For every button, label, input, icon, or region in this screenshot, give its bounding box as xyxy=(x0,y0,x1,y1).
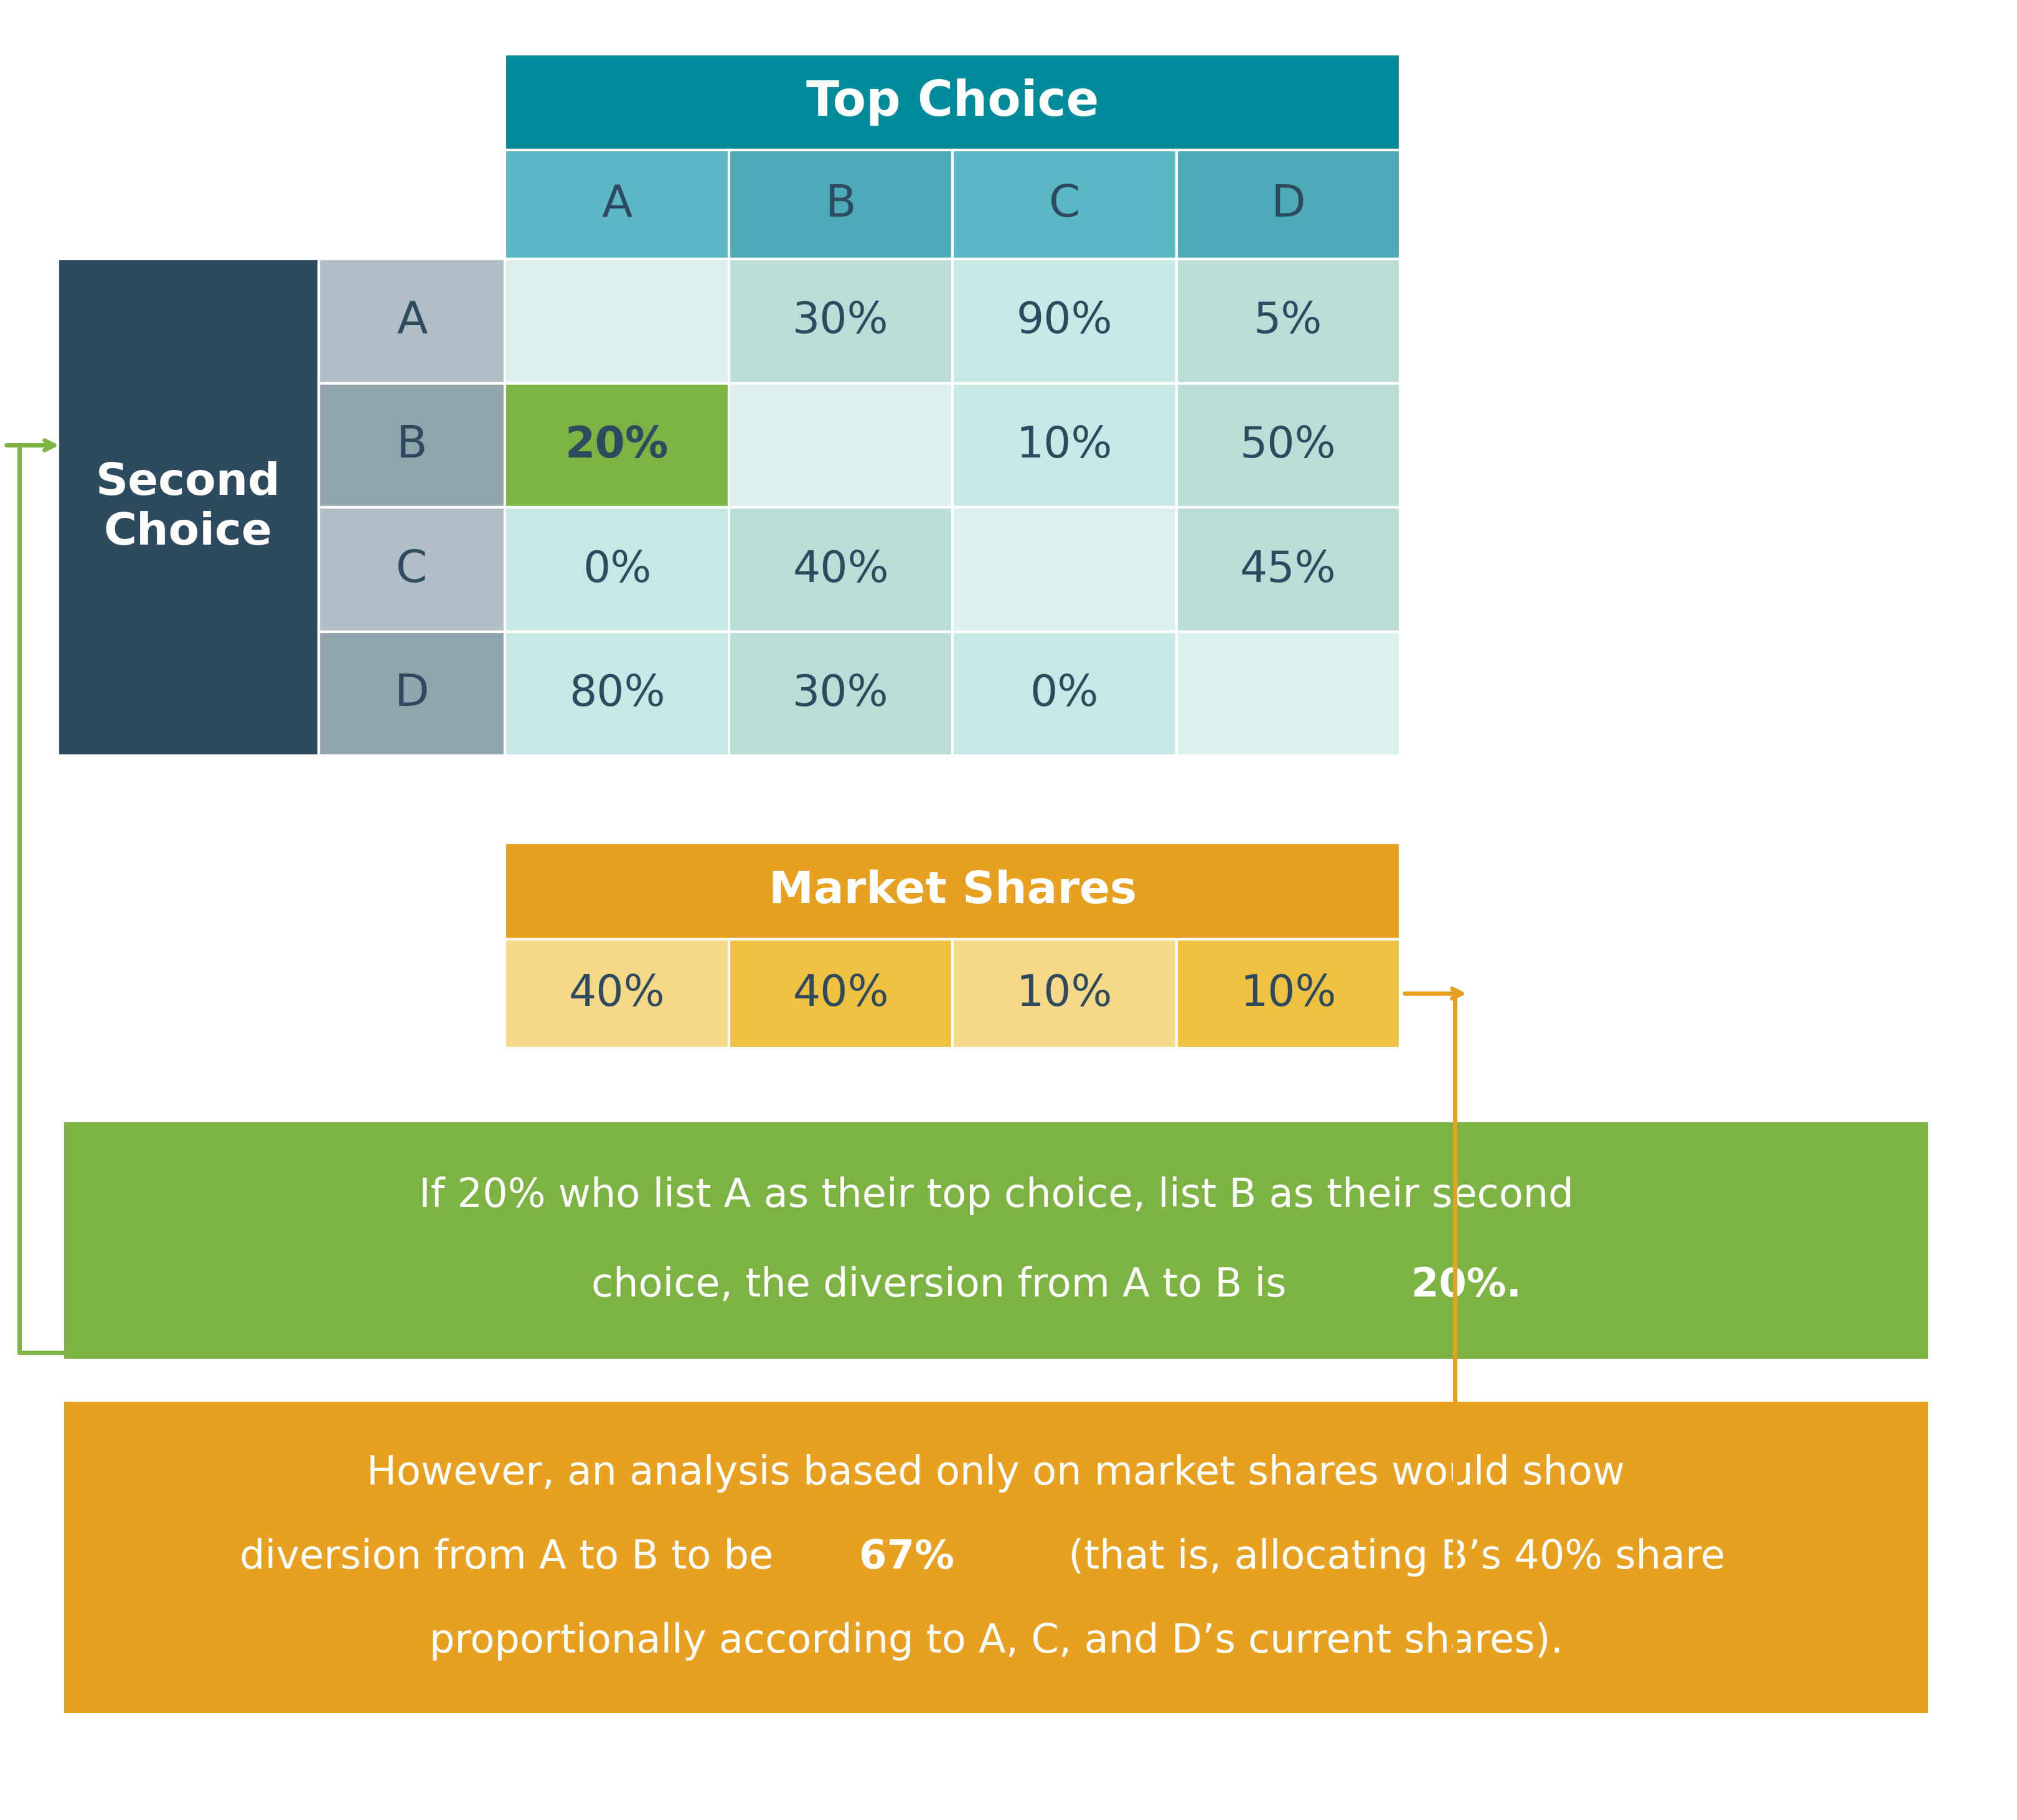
Bar xyxy=(504,258,728,384)
Bar xyxy=(952,151,1176,258)
Text: 50%: 50% xyxy=(1240,424,1337,466)
Text: A: A xyxy=(397,300,428,342)
Text: 40%: 40% xyxy=(793,548,889,590)
Text: B: B xyxy=(825,184,855,226)
Text: Second
Choice: Second Choice xyxy=(95,460,280,553)
Bar xyxy=(319,508,504,632)
Text: 90%: 90% xyxy=(1017,300,1113,342)
Text: 5%: 5% xyxy=(1255,300,1323,342)
Bar xyxy=(504,632,728,755)
Bar xyxy=(504,508,728,632)
Bar xyxy=(504,55,1400,151)
Text: D: D xyxy=(1271,184,1305,226)
Bar xyxy=(504,939,728,1048)
Bar xyxy=(319,632,504,755)
Text: 40%: 40% xyxy=(793,972,889,1014)
Bar xyxy=(1176,508,1400,632)
Bar xyxy=(504,151,728,258)
Bar xyxy=(952,939,1176,1048)
Text: 80%: 80% xyxy=(569,673,666,715)
Bar xyxy=(952,384,1176,508)
Text: D: D xyxy=(395,672,430,715)
Text: 30%: 30% xyxy=(793,300,889,342)
Text: 0%: 0% xyxy=(1031,673,1099,715)
Text: 30%: 30% xyxy=(793,673,889,715)
Text: 45%: 45% xyxy=(1240,548,1337,590)
Text: B: B xyxy=(397,424,428,466)
Text: proportionally according to A, C, and D’s current shares).: proportionally according to A, C, and D’… xyxy=(430,1622,1563,1660)
Bar xyxy=(728,939,952,1048)
Text: (that is, allocating B’s 40% share: (that is, allocating B’s 40% share xyxy=(1055,1538,1725,1576)
Bar xyxy=(1176,939,1400,1048)
Text: choice, the diversion from A to B is: choice, the diversion from A to B is xyxy=(591,1267,1299,1305)
Bar xyxy=(319,384,504,508)
Text: 67%: 67% xyxy=(859,1538,954,1576)
Bar xyxy=(728,508,952,632)
Bar xyxy=(65,1123,1928,1358)
Text: 10%: 10% xyxy=(1017,424,1113,466)
Bar xyxy=(1176,384,1400,508)
Bar xyxy=(728,151,952,258)
Bar xyxy=(1176,632,1400,755)
Bar xyxy=(952,258,1176,384)
Bar xyxy=(1176,258,1400,384)
Text: Market Shares: Market Shares xyxy=(768,870,1136,912)
Bar xyxy=(1176,151,1400,258)
Text: C: C xyxy=(395,548,428,592)
Bar xyxy=(728,258,952,384)
Text: 20%.: 20%. xyxy=(1412,1267,1521,1305)
Text: C: C xyxy=(1049,184,1081,226)
Text: 10%: 10% xyxy=(1240,972,1335,1014)
Text: 10%: 10% xyxy=(1017,972,1113,1014)
Bar xyxy=(952,508,1176,632)
Text: 40%: 40% xyxy=(569,972,666,1014)
Bar xyxy=(952,632,1176,755)
Text: Top Choice: Top Choice xyxy=(807,78,1099,126)
Text: diversion from A to B to be: diversion from A to B to be xyxy=(240,1538,787,1576)
Bar xyxy=(728,632,952,755)
Bar xyxy=(58,258,319,755)
Bar xyxy=(504,843,1400,939)
Bar xyxy=(728,384,952,508)
Bar xyxy=(65,1401,1928,1713)
Text: However, an analysis based only on market shares would show: However, an analysis based only on marke… xyxy=(367,1454,1626,1492)
Text: A: A xyxy=(601,184,633,226)
Bar xyxy=(319,258,504,384)
Text: 0%: 0% xyxy=(583,548,651,590)
Text: 20%: 20% xyxy=(565,424,670,466)
Text: If 20% who list A as their top choice, list B as their second: If 20% who list A as their top choice, l… xyxy=(420,1176,1573,1216)
Bar xyxy=(504,384,728,508)
